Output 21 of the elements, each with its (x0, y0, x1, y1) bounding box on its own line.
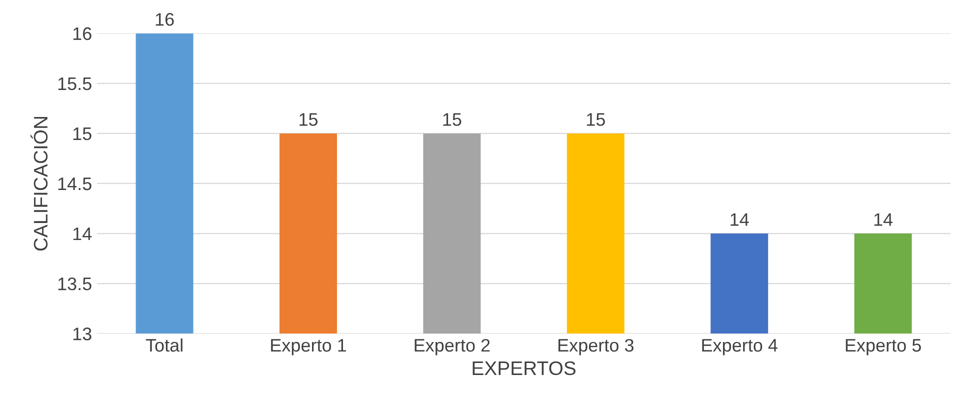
y-tick-label: 14 (73, 228, 92, 240)
x-tick-label: Experto 2 (414, 338, 490, 356)
x-tick-label: Experto 4 (702, 339, 778, 356)
y-tick-label: 13 (73, 328, 92, 340)
data-label: 14 (730, 213, 749, 226)
data-label: 14 (874, 213, 893, 226)
x-tick-label: Experto 5 (846, 339, 921, 356)
data-label: 16 (156, 13, 174, 26)
x-tick-label: Experto 3 (558, 338, 634, 356)
y-tick-label: 14.5 (58, 178, 92, 190)
data-label: 15 (443, 113, 462, 126)
y-tick-label: 15.5 (58, 78, 92, 90)
y-tick-label: 15 (73, 128, 92, 140)
y-tick-label: 16 (73, 27, 92, 40)
x-tick-label: Total (146, 338, 182, 352)
y-axis-title: CALIFICACIÓN (30, 117, 48, 251)
x-axis-title: EXPERTOS (472, 361, 576, 376)
x-tick-label: Experto 1 (271, 339, 346, 356)
data-label: 15 (300, 113, 318, 126)
y-tick-label: 13.5 (58, 277, 92, 290)
data-label: 15 (586, 113, 605, 126)
